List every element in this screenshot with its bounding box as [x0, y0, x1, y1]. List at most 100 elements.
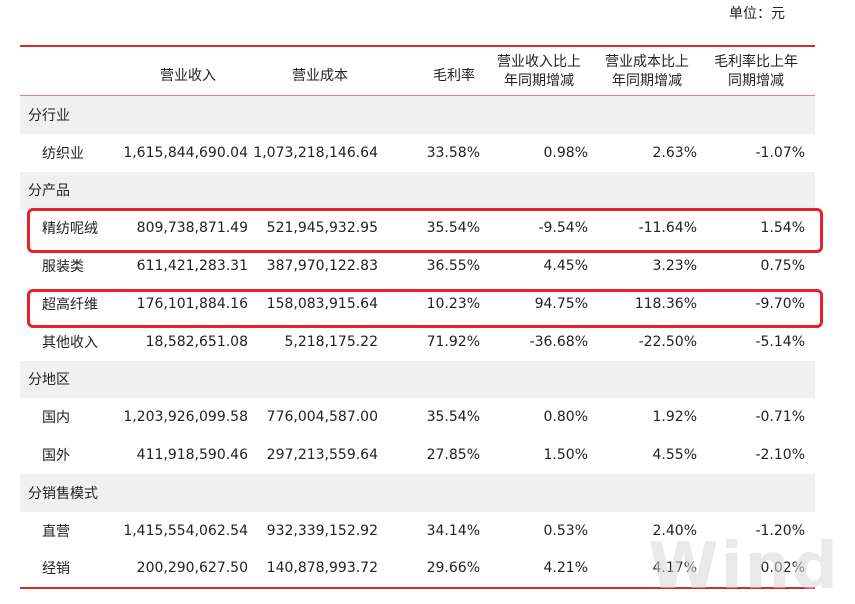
cell-margin: 35.54%: [426, 220, 480, 237]
cell-cost: 932,339,152.92: [266, 522, 378, 539]
unit-label: 单位：元: [729, 6, 785, 22]
header-cost: 营业成本: [292, 68, 348, 84]
cell-revenue: 200,290,627.50: [136, 560, 248, 577]
cell-revenue: 611,421,283.31: [136, 258, 248, 275]
highlight-box-ultra-high-fiber: [27, 289, 823, 328]
cell-margin: 10.23%: [426, 295, 480, 312]
row-label: 纺织业: [42, 145, 84, 162]
header-margin-change: 毛利率比上年 同期增减: [714, 53, 798, 91]
cell-cost-change: 4.55%: [652, 447, 697, 464]
section-row: 分地区: [20, 360, 815, 399]
cell-rev-change: 4.45%: [543, 258, 588, 275]
cell-cost-change: 2.63%: [652, 144, 697, 161]
header-cost-change-line1: 营业成本比上: [605, 54, 689, 70]
header-margin-change-line2: 同期增减: [728, 73, 784, 89]
cell-revenue: 809,738,871.49: [136, 220, 248, 237]
cell-revenue: 1,615,844,690.04: [123, 144, 248, 161]
header-margin-change-line1: 毛利率比上年: [714, 54, 798, 70]
header-cost-change: 营业成本比上 年同期增减: [605, 53, 689, 91]
row-label: 其他收入: [42, 334, 98, 351]
cell-cost: 776,004,587.00: [266, 409, 378, 426]
cell-margin-change: 1.54%: [760, 220, 805, 237]
section-label: 分行业: [28, 107, 70, 124]
section-label: 分销售模式: [28, 485, 98, 502]
cell-margin-change: -2.10%: [755, 447, 805, 464]
cell-margin: 71.92%: [426, 333, 480, 350]
cell-rev-change: -9.54%: [538, 220, 588, 237]
cell-margin: 33.58%: [426, 144, 480, 161]
cell-margin: 34.14%: [426, 522, 480, 539]
cell-cost-change: 1.92%: [652, 409, 697, 426]
row-label: 国外: [42, 448, 70, 465]
cell-revenue: 1,203,926,099.58: [123, 409, 248, 426]
cell-cost: 158,083,915.64: [266, 295, 378, 312]
section-row: 分产品: [20, 171, 815, 210]
table-row: 服装类 611,421,283.31 387,970,122.83 36.55% 4.4…: [20, 247, 815, 285]
cell-margin-change: -1.07%: [755, 144, 805, 161]
cell-rev-change: 94.75%: [534, 295, 588, 312]
cell-margin: 29.66%: [426, 560, 480, 577]
highlight-box-worsted-wool: [27, 208, 823, 253]
cell-margin-change: -0.71%: [755, 409, 805, 426]
cell-rev-change: 0.80%: [543, 409, 588, 426]
row-label: 服装类: [42, 259, 84, 276]
cell-margin-change: 0.75%: [760, 258, 805, 275]
cell-rev-change: -36.68%: [529, 333, 588, 350]
table-row: 国内 1,203,926,099.58 776,004,587.00 35.54% 0.…: [20, 398, 815, 436]
cell-revenue: 1,415,554,062.54: [123, 522, 248, 539]
row-label: 精纺呢绒: [42, 221, 98, 238]
cell-margin-change: -9.70%: [755, 295, 805, 312]
header-cost-change-line2: 年同期增减: [612, 73, 682, 89]
table-row: 其他收入 18,582,651.08 5,218,175.22 71.92% -36.6…: [20, 323, 815, 361]
cell-margin: 35.54%: [426, 409, 480, 426]
table-row: 经销 200,290,627.50 140,878,993.72 29.66% 4.21…: [20, 550, 815, 588]
row-label: 经销: [42, 561, 70, 578]
cell-cost-change: 4.17%: [652, 560, 697, 577]
cell-cost: 297,213,559.64: [266, 447, 378, 464]
row-label: 超高纤维: [42, 296, 98, 313]
cell-margin: 36.55%: [426, 258, 480, 275]
section-row: 分行业: [20, 96, 815, 134]
cell-cost: 521,945,932.95: [266, 220, 378, 237]
table-header-row: 营业收入 营业成本 毛利率 营业收入比上 年同期增减 营业成本比上 年同期增减 …: [20, 47, 815, 96]
section-label: 分地区: [28, 372, 70, 389]
cell-cost-change: 2.40%: [652, 522, 697, 539]
table-body: 分行业纺织业 1,615,844,690.04 1,073,218,146.64 33…: [20, 96, 815, 587]
header-rev-change: 营业收入比上 年同期增减: [497, 53, 581, 91]
cell-cost: 5,218,175.22: [284, 333, 378, 350]
cell-cost: 1,073,218,146.64: [253, 144, 378, 161]
table-bottom-rule: [20, 587, 815, 590]
row-label: 直营: [42, 523, 70, 540]
cell-rev-change: 0.98%: [543, 144, 588, 161]
row-label: 国内: [42, 410, 70, 427]
cell-revenue: 176,101,884.16: [136, 295, 248, 312]
cell-margin: 27.85%: [426, 447, 480, 464]
table-row: 直营 1,415,554,062.54 932,339,152.92 34.14% 0.…: [20, 512, 815, 550]
cell-revenue: 411,918,590.46: [136, 447, 248, 464]
table-row: 国外 411,918,590.46 297,213,559.64 27.85% 1.50…: [20, 436, 815, 474]
financial-table: 营业收入 营业成本 毛利率 营业收入比上 年同期增减 营业成本比上 年同期增减 …: [20, 45, 815, 590]
header-revenue: 营业收入: [160, 68, 216, 84]
cell-margin-change: -1.20%: [755, 522, 805, 539]
header-rev-change-line1: 营业收入比上: [497, 54, 581, 70]
cell-rev-change: 1.50%: [543, 447, 588, 464]
header-margin: 毛利率: [433, 68, 475, 84]
cell-cost-change: -22.50%: [638, 333, 697, 350]
table-row: 精纺呢绒 809,738,871.49 521,945,932.95 35.54% -9…: [20, 209, 815, 247]
header-rev-change-line2: 年同期增减: [504, 73, 574, 89]
table-row: 超高纤维 176,101,884.16 158,083,915.64 10.23% 94…: [20, 285, 815, 323]
table-top-rule: [20, 45, 815, 47]
cell-cost: 387,970,122.83: [266, 258, 378, 275]
cell-cost-change: -11.64%: [638, 220, 697, 237]
section-row: 分销售模式: [20, 473, 815, 512]
table-row: 纺织业 1,615,844,690.04 1,073,218,146.64 33.58…: [20, 134, 815, 172]
cell-margin-change: -5.14%: [755, 333, 805, 350]
cell-rev-change: 4.21%: [543, 560, 588, 577]
cell-revenue: 18,582,651.08: [145, 333, 248, 350]
cell-cost-change: 118.36%: [634, 295, 697, 312]
watermark-logo: Wind: [648, 530, 840, 604]
cell-cost-change: 3.23%: [652, 258, 697, 275]
cell-cost: 140,878,993.72: [266, 560, 378, 577]
section-label: 分产品: [28, 183, 70, 200]
cell-rev-change: 0.53%: [543, 522, 588, 539]
